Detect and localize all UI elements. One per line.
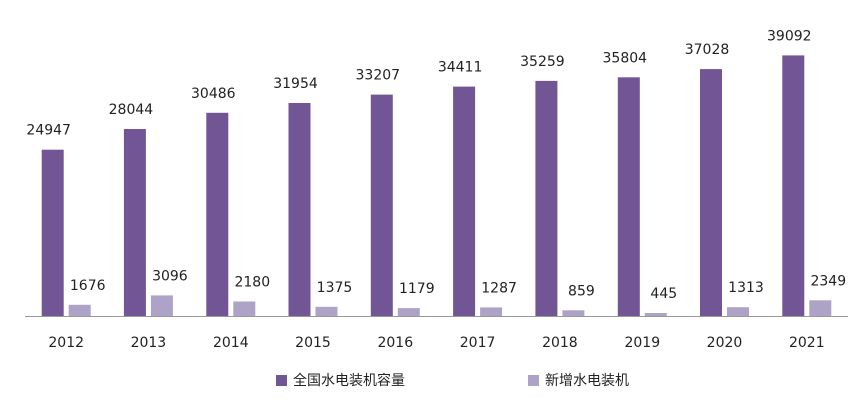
data-label-series-1-2016: 33207 bbox=[356, 68, 401, 84]
x-tick-label-2019: 2019 bbox=[624, 335, 660, 351]
legend-label-series-1: 全国水电装机容量 bbox=[293, 372, 405, 389]
x-tick-label-2017: 2017 bbox=[460, 335, 496, 351]
data-label-series-1-2012: 24947 bbox=[26, 123, 71, 139]
data-label-series-2-2020: 1313 bbox=[728, 280, 764, 296]
bar-series-1-2020 bbox=[700, 69, 722, 316]
x-tick-label-2014: 2014 bbox=[213, 335, 249, 351]
bar-series-2-2021 bbox=[809, 300, 832, 316]
data-label-series-1-2018: 35259 bbox=[520, 54, 565, 70]
bar-series-2-2015 bbox=[315, 306, 338, 316]
legend-label-series-2: 新增水电装机 bbox=[545, 373, 629, 389]
data-label-series-2-2019: 445 bbox=[650, 286, 677, 302]
x-tick-label-2012: 2012 bbox=[48, 335, 84, 351]
bar-series-2-2017 bbox=[480, 307, 503, 316]
legend-swatch-series-1 bbox=[276, 375, 287, 386]
data-label-series-1-2014: 30486 bbox=[191, 86, 236, 102]
bar-series-1-2021 bbox=[782, 55, 805, 317]
bar-series-2-2016 bbox=[397, 308, 420, 316]
bar-series-1-2016 bbox=[370, 94, 393, 316]
x-tick-labels: 2012 2013 2014 2015 2016 2017 2018 2019 2020 2021 bbox=[48, 335, 824, 351]
x-tick-label-2016: 2016 bbox=[377, 335, 413, 351]
data-label-series-1-2019: 35804 bbox=[603, 50, 648, 66]
bar-series-1-2019 bbox=[617, 77, 640, 316]
bar-series-2-2014 bbox=[233, 301, 256, 316]
x-tick-label-2015: 2015 bbox=[295, 335, 331, 351]
data-labels-layer: 24947 1676 28044 3096 30486 2180 31954 1375 3320… bbox=[26, 28, 846, 302]
x-tick-label-2013: 2013 bbox=[131, 335, 167, 351]
bars-layer bbox=[41, 55, 832, 317]
data-label-series-1-2017: 34411 bbox=[438, 60, 483, 76]
bar-series-2-2020 bbox=[727, 307, 749, 316]
bar-series-1-2015 bbox=[288, 103, 311, 316]
bar-series-2-2019 bbox=[644, 313, 667, 316]
data-label-series-1-2013: 28044 bbox=[109, 102, 154, 118]
bar-series-1-2017 bbox=[453, 86, 476, 316]
legend-item-series-2: 新增水电装机 bbox=[528, 373, 629, 389]
data-label-series-2-2012: 1676 bbox=[70, 278, 106, 294]
bar-series-2-2013 bbox=[150, 295, 173, 316]
bar-series-1-2012 bbox=[41, 149, 64, 316]
legend: 全国水电装机容量 新增水电装机 bbox=[276, 372, 629, 389]
data-label-series-1-2021: 39092 bbox=[767, 28, 812, 44]
data-label-series-2-2015: 1375 bbox=[317, 280, 353, 296]
data-label-series-2-2016: 1179 bbox=[399, 281, 435, 297]
x-tick-label-2021: 2021 bbox=[789, 335, 825, 351]
data-label-series-2-2021: 2349 bbox=[810, 273, 846, 289]
data-label-series-2-2013: 3096 bbox=[152, 268, 188, 284]
x-tick-label-2020: 2020 bbox=[707, 335, 743, 351]
bar-series-2-2018 bbox=[562, 310, 585, 316]
legend-swatch-series-2 bbox=[528, 375, 539, 386]
data-label-series-1-2015: 31954 bbox=[273, 76, 318, 92]
data-label-series-2-2017: 1287 bbox=[481, 280, 517, 296]
data-label-series-2-2014: 2180 bbox=[234, 275, 270, 291]
x-tick-label-2018: 2018 bbox=[542, 335, 578, 351]
bar-series-1-2013 bbox=[123, 129, 146, 316]
legend-item-series-1: 全国水电装机容量 bbox=[276, 372, 405, 389]
bar-series-1-2014 bbox=[206, 112, 229, 316]
bar-series-1-2018 bbox=[535, 80, 558, 317]
data-label-series-1-2020: 37028 bbox=[685, 42, 730, 58]
bar-series-2-2012 bbox=[68, 304, 91, 316]
data-label-series-2-2018: 859 bbox=[568, 283, 595, 299]
